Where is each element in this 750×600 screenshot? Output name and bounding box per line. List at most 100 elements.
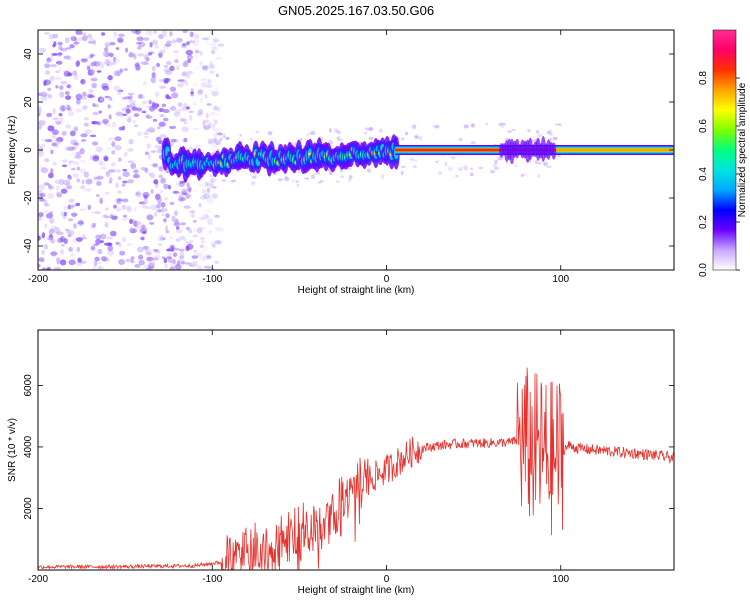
noise-speckle — [209, 111, 216, 117]
band-speckle — [434, 124, 440, 129]
noise-speckle — [93, 176, 101, 180]
noise-speckle — [193, 251, 199, 255]
noise-speckle — [170, 138, 177, 143]
colorbar-ticks: 0.0 0.2 0.4 0.6 0.8 — [698, 71, 740, 277]
noise-speckle — [211, 90, 219, 97]
noise-speckle — [94, 211, 102, 215]
band-speckle — [249, 172, 253, 177]
noise-speckle — [130, 162, 137, 170]
noise-speckle — [116, 197, 122, 205]
spectrogram-ytick-label: 40 — [23, 48, 34, 60]
noise-speckle — [212, 138, 217, 143]
noise-speckle — [72, 223, 77, 229]
band-speckle — [558, 123, 562, 127]
noise-speckle — [51, 143, 58, 147]
noise-speckle — [205, 78, 213, 83]
noise-speckle — [130, 257, 134, 264]
noise-speckle — [156, 126, 161, 130]
noise-speckle — [178, 182, 185, 187]
band-speckle — [458, 167, 463, 172]
noise-speckle — [188, 187, 192, 193]
noise-speckle — [158, 121, 166, 127]
band-speckle — [494, 166, 500, 170]
noise-speckle — [117, 157, 122, 162]
noise-speckle — [153, 179, 159, 185]
band-speckle — [447, 166, 454, 171]
noise-speckle — [148, 99, 152, 105]
noise-speckle — [93, 260, 98, 267]
noise-speckle — [124, 47, 129, 53]
noise-speckle — [111, 121, 117, 128]
noise-speckle — [166, 256, 172, 260]
noise-speckle — [132, 119, 137, 124]
noise-speckle — [151, 39, 158, 45]
noise-speckle — [71, 204, 76, 208]
noise-speckle — [96, 181, 102, 186]
band-speckle — [412, 165, 417, 169]
noise-speckle — [163, 183, 169, 190]
band-speckle — [328, 128, 332, 133]
noise-speckle — [128, 95, 133, 100]
noise-speckle — [90, 245, 96, 251]
noise-speckle — [195, 65, 200, 70]
noise-speckle — [171, 215, 176, 222]
band-speckle — [418, 135, 423, 141]
band-speckle — [313, 173, 317, 176]
noise-speckle — [91, 82, 98, 89]
noise-speckle — [110, 214, 114, 219]
noise-speckle — [106, 236, 113, 240]
noise-speckle — [164, 70, 173, 76]
band-speckle — [470, 167, 474, 171]
band-speckle — [400, 170, 404, 176]
noise-speckle — [206, 187, 210, 194]
noise-speckle — [129, 218, 133, 225]
noise-speckle — [212, 46, 218, 50]
noise-speckle — [202, 65, 208, 69]
band-speckle — [336, 136, 341, 141]
noise-speckle — [210, 179, 214, 185]
noise-speckle — [202, 119, 210, 124]
noise-speckle — [67, 175, 73, 181]
noise-speckle — [103, 242, 112, 246]
noise-speckle — [144, 151, 150, 155]
noise-speckle — [47, 87, 52, 91]
snr-xtick-label: 0 — [384, 574, 390, 585]
noise-speckle — [151, 65, 156, 72]
noise-speckle — [54, 120, 60, 124]
band-speckle — [505, 161, 509, 165]
noise-speckle — [47, 183, 52, 188]
noise-speckle — [71, 167, 76, 171]
noise-speckle — [146, 105, 151, 109]
band-speckle — [412, 124, 416, 129]
noise-speckle — [74, 155, 82, 159]
noise-speckle — [60, 80, 68, 85]
noise-speckle — [197, 89, 203, 95]
noise-speckle — [87, 41, 93, 44]
band-speckle — [219, 137, 223, 142]
noise-speckle — [106, 78, 114, 84]
noise-speckle — [79, 32, 87, 36]
noise-speckle — [108, 177, 113, 184]
noise-speckle — [186, 182, 190, 187]
noise-speckle — [169, 244, 175, 250]
band-speckle — [478, 166, 484, 170]
noise-speckle — [158, 52, 163, 58]
noise-speckle — [117, 198, 124, 202]
noise-speckle — [101, 118, 109, 124]
noise-speckle — [175, 65, 180, 71]
noise-speckle — [188, 228, 193, 234]
noise-speckle — [109, 97, 113, 101]
noise-speckle — [145, 115, 153, 119]
noise-speckle — [38, 92, 43, 97]
noise-speckle — [89, 154, 94, 161]
noise-speckle — [70, 139, 78, 145]
noise-speckle — [169, 201, 175, 206]
noise-speckle — [46, 237, 53, 241]
noise-speckle — [99, 62, 105, 69]
noise-speckle — [107, 249, 115, 256]
noise-speckle — [126, 117, 132, 123]
noise-speckle — [147, 52, 153, 56]
noise-speckle — [133, 207, 137, 212]
band-speckle — [500, 122, 506, 126]
